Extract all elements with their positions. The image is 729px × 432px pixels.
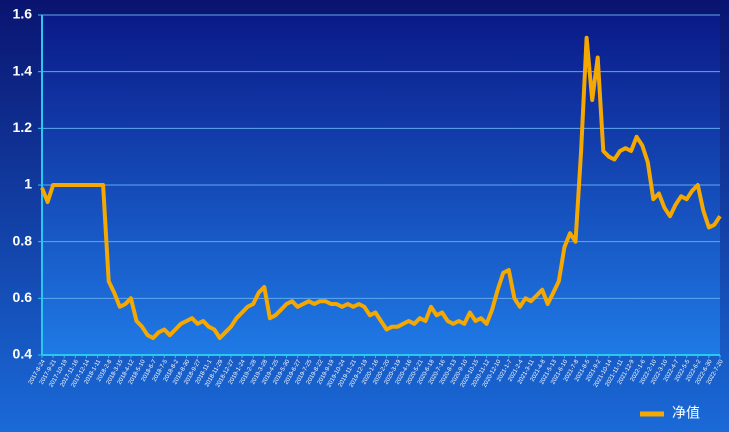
y-tick-label: 0.8: [13, 232, 33, 248]
y-tick-label: 1: [24, 176, 32, 192]
y-tick-label: 1.2: [13, 119, 33, 135]
legend-label: 净值: [672, 405, 700, 421]
series-line: [40, 35, 722, 340]
y-tick-label: 0.4: [13, 346, 33, 362]
y-tick-label: 1.4: [13, 62, 33, 78]
y-tick-label: 0.6: [13, 289, 33, 305]
y-tick-label: 1.6: [13, 6, 33, 22]
